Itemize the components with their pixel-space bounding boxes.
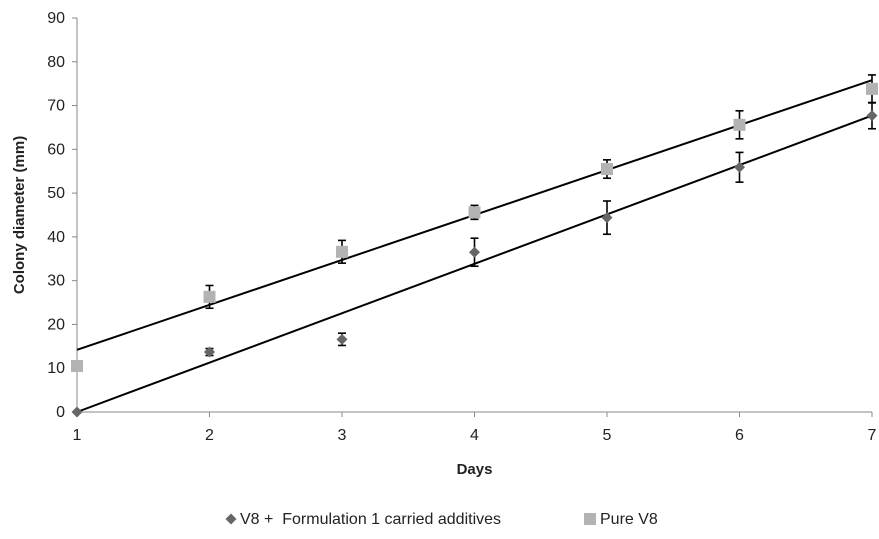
- y-tick-label: 10: [47, 360, 65, 377]
- legend-label-formulation: V8 + Formulation 1 carried additives: [240, 511, 501, 528]
- y-tick-label: 0: [56, 404, 65, 421]
- legend-item-formulation: V8 + Formulation 1 carried additives: [225, 511, 501, 528]
- x-tick-label: 1: [73, 427, 82, 444]
- legend-diamond-icon: [225, 513, 237, 525]
- legend-square-icon: [584, 513, 596, 525]
- y-tick-label: 50: [47, 185, 65, 202]
- square-point: [733, 118, 746, 131]
- diamond-point: [336, 333, 348, 345]
- y-axis-ticks: 0 10 20 30 40 50 60 70 80 90: [47, 10, 77, 421]
- y-tick-label: 30: [47, 273, 65, 290]
- x-tick-label: 4: [470, 427, 479, 444]
- square-point: [336, 245, 348, 258]
- square-point: [601, 163, 613, 176]
- diamond-point: [601, 212, 613, 224]
- y-axis-title: Colony diameter (mm): [11, 136, 28, 294]
- x-tick-label: 5: [603, 427, 612, 444]
- y-tick-label: 80: [47, 54, 65, 71]
- y-tick-label: 20: [47, 316, 65, 333]
- diamond-point: [204, 346, 215, 358]
- square-point: [866, 82, 878, 95]
- y-tick-label: 70: [47, 98, 65, 115]
- legend-item-pure-v8: Pure V8: [584, 511, 658, 528]
- x-tick-label: 7: [868, 427, 877, 444]
- y-tick-label: 40: [47, 229, 65, 246]
- y-tick-label: 90: [47, 10, 65, 27]
- x-axis-title: Days: [457, 461, 493, 478]
- x-tick-label: 2: [205, 427, 214, 444]
- diamond-point: [734, 161, 745, 173]
- legend: V8 + Formulation 1 carried additives Pur…: [225, 511, 658, 528]
- diamond-point: [71, 406, 83, 418]
- y-tick-label: 60: [47, 141, 65, 158]
- square-point: [468, 206, 481, 219]
- x-tick-label: 3: [338, 427, 347, 444]
- square-point: [203, 290, 216, 303]
- square-point: [71, 360, 83, 373]
- x-tick-label: 6: [735, 427, 744, 444]
- error-bars: [205, 74, 876, 357]
- x-axis-ticks: 1 2 3 4 5 6 7: [73, 412, 877, 444]
- diamond-point: [866, 110, 878, 122]
- data-points: [71, 82, 878, 418]
- diamond-point: [469, 246, 480, 258]
- legend-label-pure-v8: Pure V8: [600, 511, 658, 528]
